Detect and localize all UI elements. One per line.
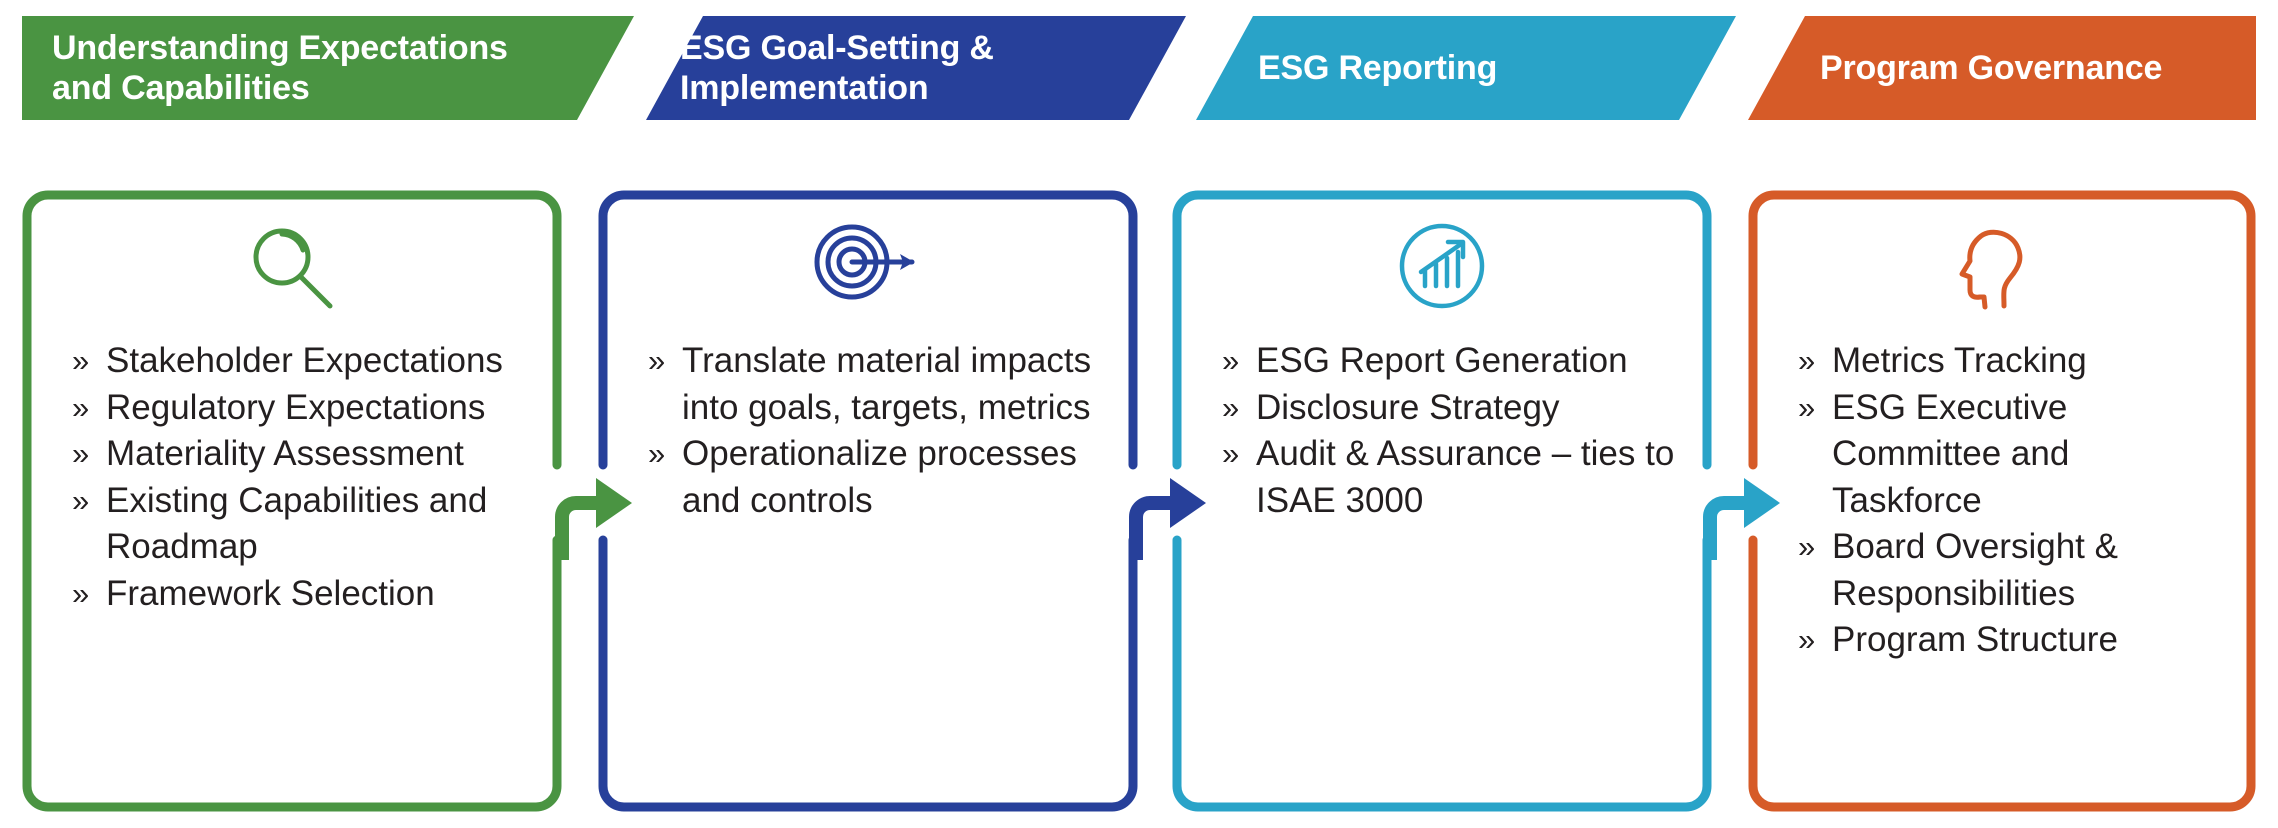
bullet-marker: »: [72, 482, 90, 518]
stage-card-4: » Metrics Tracking » ESG Executive Commi…: [1748, 190, 2256, 812]
stage-banner-1: Understanding Expectations and Capabilit…: [22, 16, 634, 120]
bullet-marker: »: [1222, 343, 1240, 378]
stage-card-3: » ESG Report Generation » Disclosure Str…: [1172, 190, 1712, 812]
bullet-text: Audit & Assurance – ties to ISAE 3000: [1256, 434, 1675, 520]
list-item: » Metrics Tracking: [1798, 338, 2228, 385]
banner-shape-4: [1748, 16, 2256, 120]
bullet-marker: »: [648, 436, 666, 472]
list-item: » Audit & Assurance – ties to ISAE 3000: [1222, 431, 1684, 524]
stage-bullet-list-1: » Stakeholder Expectations » Regulatory …: [50, 338, 534, 617]
banner-shape-1: [22, 16, 634, 120]
list-item: » ESG Report Generation: [1222, 338, 1684, 385]
list-item: » Board Oversight & Responsibilities: [1798, 524, 2228, 617]
banner-shape-2: [646, 16, 1186, 120]
stage-card-body-2: » Translate material impacts into goals,…: [598, 190, 1138, 812]
bullet-marker: »: [72, 389, 90, 425]
bullet-text: Stakeholder Expectations: [106, 341, 503, 380]
head-profile-icon: [1776, 216, 2228, 324]
stage-bullet-list-4: » Metrics Tracking » ESG Executive Commi…: [1776, 338, 2228, 664]
bullet-text: Materiality Assessment: [106, 434, 464, 474]
bullet-marker: »: [1798, 343, 1816, 378]
stage-banner-label-1: Understanding Expectations and Capabilit…: [52, 28, 508, 107]
bullet-marker: »: [72, 436, 90, 472]
list-item: » Existing Capabilities and Roadmap: [72, 478, 534, 571]
bullet-marker: »: [648, 343, 666, 378]
magnifier-icon-svg: [253, 228, 333, 309]
bullet-text: Translate material impacts into goals, t…: [682, 341, 1092, 427]
stage-card-body-3: » ESG Report Generation » Disclosure Str…: [1172, 190, 1712, 812]
bullet-text: ESG Report Generation: [1256, 341, 1628, 380]
bar-chart-growth-icon: [1200, 216, 1684, 324]
bullet-text: Existing Capabilities and Roadmap: [106, 480, 488, 567]
target-arrow-icon: [626, 216, 1110, 324]
list-item: » Operationalize processes and controls: [648, 431, 1110, 524]
list-item: » Disclosure Strategy: [1222, 385, 1684, 432]
stage-card-body-4: » Metrics Tracking » ESG Executive Commi…: [1748, 190, 2256, 812]
stage-banner-label-2: ESG Goal-Setting & Implementation: [680, 28, 994, 107]
bullet-text: Metrics Tracking: [1832, 341, 2087, 380]
bullet-text: Disclosure Strategy: [1256, 387, 1560, 427]
bullet-marker: »: [72, 343, 90, 378]
list-item: » ESG Executive Committee and Taskforce: [1798, 385, 2228, 525]
stage-card-body-1: » Stakeholder Expectations » Regulatory …: [22, 190, 562, 812]
bullet-text: ESG Executive Committee and Taskforce: [1832, 387, 2070, 520]
banner-shape-3: [1196, 16, 1736, 120]
list-item: » Translate material impacts into goals,…: [648, 338, 1110, 431]
stage-bullet-list-2: » Translate material impacts into goals,…: [626, 338, 1110, 524]
stage-banner-label-3: ESG Reporting: [1258, 48, 1498, 87]
bullet-text: Operationalize processes and controls: [682, 434, 1077, 520]
bullet-marker: »: [1798, 529, 1816, 565]
bullet-marker: »: [1798, 389, 1816, 425]
stage-bullet-list-3: » ESG Report Generation » Disclosure Str…: [1200, 338, 1684, 524]
stage-banner-label-4: Program Governance: [1820, 48, 2163, 87]
bullet-marker: »: [72, 575, 90, 611]
bullet-text: Program Structure: [1832, 620, 2118, 660]
head-profile-icon-svg: [1959, 229, 2023, 310]
list-item: » Stakeholder Expectations: [72, 338, 534, 385]
bar-chart-growth-icon-svg: [1399, 223, 1485, 309]
list-item: » Program Structure: [1798, 617, 2228, 664]
bullet-marker: »: [1222, 436, 1240, 472]
target-arrow-icon-svg: [814, 224, 915, 300]
stage-banner-4: Program Governance: [1748, 16, 2256, 120]
bullet-text: Board Oversight & Responsibilities: [1832, 527, 2118, 613]
list-item: » Framework Selection: [72, 571, 534, 618]
bullet-text: Regulatory Expectations: [106, 387, 486, 427]
bullet-text: Framework Selection: [106, 573, 435, 613]
stage-banner-2: ESG Goal-Setting & Implementation: [646, 16, 1186, 120]
stage-card-2: » Translate material impacts into goals,…: [598, 190, 1138, 812]
stage-banner-3: ESG Reporting: [1196, 16, 1736, 120]
list-item: » Materiality Assessment: [72, 431, 534, 478]
magnifier-icon: [50, 216, 534, 324]
stage-card-1: » Stakeholder Expectations » Regulatory …: [22, 190, 562, 812]
bullet-marker: »: [1798, 622, 1816, 658]
list-item: » Regulatory Expectations: [72, 385, 534, 432]
bullet-marker: »: [1222, 389, 1240, 425]
